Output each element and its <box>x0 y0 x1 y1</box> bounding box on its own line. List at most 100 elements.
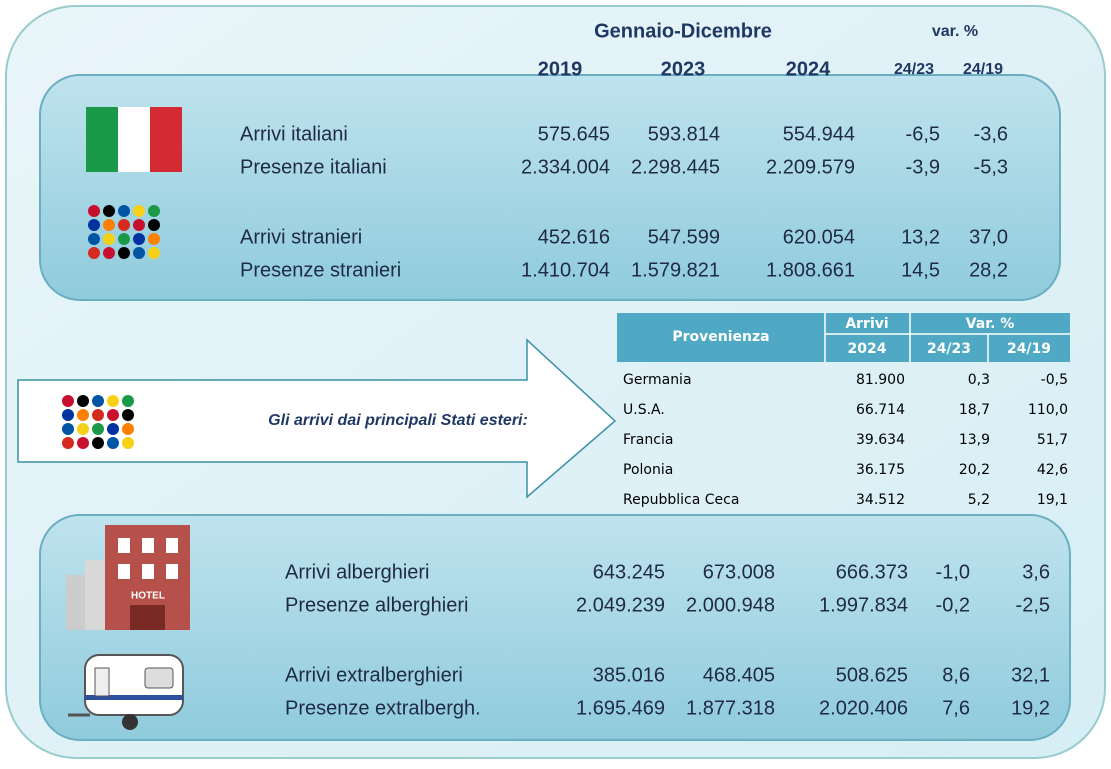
var-header: var. % <box>932 23 978 40</box>
row-value: 508.625 <box>836 664 908 686</box>
flag-dot <box>133 205 145 217</box>
flag-dot <box>103 219 115 231</box>
row-value: -3,6 <box>974 123 1008 145</box>
row-value: 452.616 <box>538 226 610 248</box>
table-country: U.S.A. <box>623 402 665 418</box>
row-value: -6,5 <box>906 123 940 145</box>
table-value: 51,7 <box>1037 432 1068 448</box>
table-value: 81.900 <box>856 372 905 388</box>
row-value: 3,6 <box>1022 561 1050 583</box>
table-var-col: 24/23 <box>927 341 971 357</box>
flag-dot <box>62 409 74 421</box>
flag-dot <box>62 423 74 435</box>
row-value: 385.016 <box>593 664 665 686</box>
row-label: Arrivi italiani <box>240 123 348 145</box>
flag-dot <box>103 233 115 245</box>
table-country: Francia <box>623 432 673 448</box>
row-value: 593.814 <box>648 123 720 145</box>
table-value: 39.634 <box>856 432 905 448</box>
flag-dot <box>77 437 89 449</box>
row-value: -3,9 <box>906 156 940 178</box>
row-value: 1.579.821 <box>631 259 720 281</box>
table-arrivals-header: Arrivi <box>845 316 888 332</box>
flag-dot <box>107 437 119 449</box>
flag-dot <box>133 247 145 259</box>
table-value: -0,5 <box>1041 372 1068 388</box>
arrow-text: Gli arrivi dai principali Stati esteri: <box>268 412 528 429</box>
table-value: 36.175 <box>856 462 905 478</box>
row-value: 32,1 <box>1011 664 1050 686</box>
row-value: 37,0 <box>969 226 1008 248</box>
row-value: -5,3 <box>974 156 1008 178</box>
flag-dot <box>122 395 134 407</box>
row-value: -0,2 <box>936 594 970 616</box>
flag-dot <box>88 233 100 245</box>
year-header: 2024 <box>786 58 831 80</box>
row-value: 2.209.579 <box>766 156 855 178</box>
table-country: Repubblica Ceca <box>623 492 739 508</box>
flag-dot <box>122 423 134 435</box>
year-header: 2019 <box>538 58 583 80</box>
row-value: 14,5 <box>901 259 940 281</box>
flag-dot <box>62 395 74 407</box>
flag-dot <box>92 395 104 407</box>
flag-dot <box>107 395 119 407</box>
row-value: 2.298.445 <box>631 156 720 178</box>
page: HOTEL Gennaio-Dicembre var. % Gli arrivi… <box>0 0 1111 769</box>
row-value: 1.808.661 <box>766 259 855 281</box>
table-value: 110,0 <box>1028 402 1068 418</box>
flag-dot <box>148 247 160 259</box>
row-value: 7,6 <box>942 697 970 719</box>
flag-dot <box>148 205 160 217</box>
row-value: 28,2 <box>969 259 1008 281</box>
italian-flag <box>86 107 182 172</box>
flag-dot <box>92 437 104 449</box>
bottom-panel <box>40 515 1070 740</box>
flag-dot <box>103 247 115 259</box>
row-value: 2.000.948 <box>686 594 775 616</box>
row-label: Arrivi extralberghieri <box>285 664 463 686</box>
flag-dot <box>148 233 160 245</box>
flag-dot <box>88 219 100 231</box>
flag-dot <box>92 423 104 435</box>
period-header: Gennaio-Dicembre <box>594 20 772 42</box>
row-value: -2,5 <box>1016 594 1050 616</box>
flag-dot <box>133 233 145 245</box>
row-value: 666.373 <box>836 561 908 583</box>
flag-dot <box>77 395 89 407</box>
table-var-col: 24/19 <box>1007 341 1051 357</box>
table-country: Polonia <box>623 462 673 478</box>
row-value: 1.410.704 <box>521 259 610 281</box>
row-value: 2.020.406 <box>819 697 908 719</box>
flag-dot <box>133 219 145 231</box>
table-value: 34.512 <box>856 492 905 508</box>
var-col-header: 24/23 <box>894 61 934 78</box>
flag-dot <box>122 409 134 421</box>
table-value: 13,9 <box>959 432 990 448</box>
row-value: -1,0 <box>936 561 970 583</box>
row-value: 1.997.834 <box>819 594 908 616</box>
flag-dot <box>107 423 119 435</box>
flag-dot <box>88 205 100 217</box>
table-var-header: Var. % <box>966 316 1015 332</box>
row-value: 1.877.318 <box>686 697 775 719</box>
row-value: 468.405 <box>703 664 775 686</box>
table-value: 5,2 <box>968 492 990 508</box>
flag-dot <box>77 409 89 421</box>
row-label: Presenze stranieri <box>240 259 401 281</box>
flag-dot <box>118 233 130 245</box>
row-value: 643.245 <box>593 561 665 583</box>
flag-dot <box>122 437 134 449</box>
hotel-sign: HOTEL <box>131 591 165 602</box>
table-value: 0,3 <box>968 372 990 388</box>
table-value: 18,7 <box>959 402 990 418</box>
flag-dot <box>118 205 130 217</box>
row-label: Arrivi stranieri <box>240 226 362 248</box>
row-value: 2.049.239 <box>576 594 665 616</box>
row-value: 575.645 <box>538 123 610 145</box>
row-value: 2.334.004 <box>521 156 610 178</box>
year-header: 2023 <box>661 58 706 80</box>
table-origin-header: Provenienza <box>672 329 769 345</box>
table-value: 19,1 <box>1037 492 1068 508</box>
row-value: 547.599 <box>648 226 720 248</box>
